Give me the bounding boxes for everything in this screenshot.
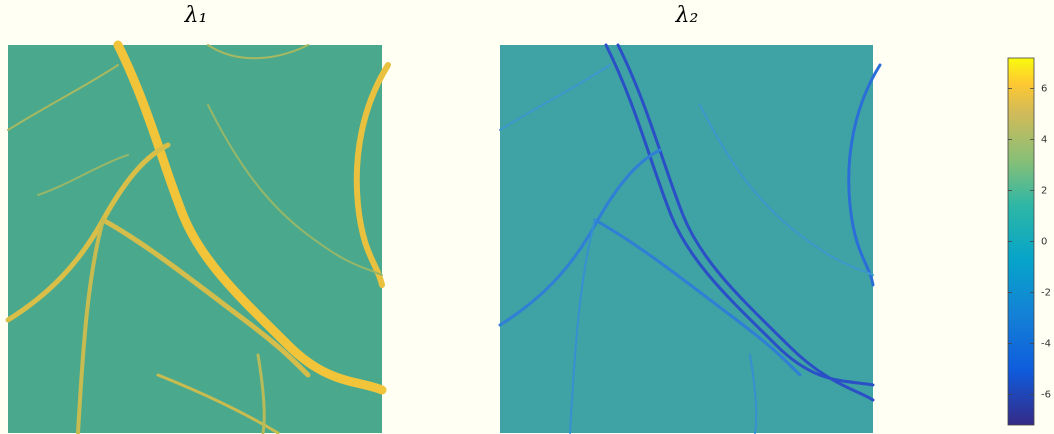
tick-label: 0 <box>1041 237 1047 248</box>
tick-label: 2 <box>1041 186 1047 197</box>
image-panel <box>8 45 388 433</box>
panel-title: λ₁ <box>184 3 208 28</box>
tick-label: 4 <box>1041 135 1047 146</box>
panel-title: λ₂ <box>675 3 699 28</box>
image-panel <box>500 45 880 433</box>
figure: λ₁ λ₂ 6 4 2 0 <box>0 0 1054 434</box>
tick-label: -6 <box>1041 389 1051 400</box>
tick-label: -2 <box>1041 287 1051 298</box>
tick-label: 6 <box>1041 84 1047 95</box>
page: {"chart_data": [ {"type": "image", "titl… <box>0 0 1054 434</box>
tick-label: -4 <box>1041 338 1051 349</box>
